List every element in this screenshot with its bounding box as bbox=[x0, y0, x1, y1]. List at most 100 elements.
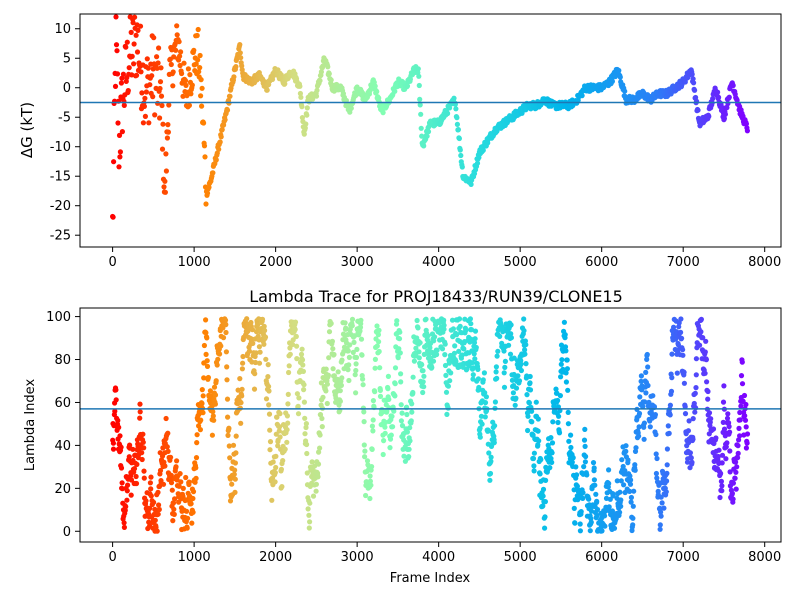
delta-g-point bbox=[218, 134, 224, 140]
delta-g-point bbox=[224, 107, 231, 113]
lambda-point bbox=[720, 419, 726, 425]
delta-g-point bbox=[159, 146, 166, 152]
delta-g-point bbox=[119, 129, 125, 135]
delta-g-point bbox=[161, 184, 167, 190]
lambda-point bbox=[653, 451, 659, 457]
lambda-point bbox=[224, 377, 230, 383]
delta-g-point bbox=[202, 154, 208, 160]
lambda-point bbox=[698, 329, 704, 335]
lambda-point bbox=[569, 459, 575, 465]
lambda-point bbox=[270, 459, 276, 465]
lambda-point bbox=[304, 470, 310, 476]
lambda-point bbox=[588, 519, 594, 525]
lambda-x-tick-label: 1000 bbox=[178, 550, 211, 565]
lambda-point bbox=[471, 340, 478, 346]
delta-g-point bbox=[180, 93, 186, 99]
lambda-point bbox=[679, 335, 685, 341]
lambda-point bbox=[549, 459, 555, 465]
lambda-point bbox=[594, 513, 600, 519]
lambda-point bbox=[560, 366, 566, 372]
lambda-point bbox=[420, 368, 426, 374]
lambda-point bbox=[319, 424, 325, 430]
lambda-point bbox=[512, 402, 518, 408]
delta-g-point bbox=[155, 60, 161, 66]
delta-g-point bbox=[239, 63, 245, 69]
lambda-point bbox=[360, 376, 366, 382]
lambda-point bbox=[447, 378, 453, 384]
delta-g-point bbox=[304, 105, 310, 111]
lambda-point bbox=[230, 442, 237, 448]
lambda-point bbox=[478, 413, 484, 419]
lambda-point bbox=[470, 365, 477, 371]
lambda-point bbox=[200, 393, 206, 399]
lambda-point bbox=[515, 373, 521, 379]
delta-g-point bbox=[174, 32, 180, 38]
lambda-point bbox=[302, 431, 308, 437]
lambda-point bbox=[449, 317, 456, 323]
lambda-point bbox=[592, 482, 598, 488]
lambda-point bbox=[471, 351, 477, 357]
lambda-point bbox=[387, 436, 394, 442]
lambda-point bbox=[487, 477, 493, 483]
lambda-point bbox=[133, 473, 139, 480]
lambda-point bbox=[513, 395, 519, 401]
delta-g-point bbox=[219, 127, 225, 133]
delta-g-point bbox=[145, 65, 151, 71]
lambda-x-tick-label: 7000 bbox=[667, 550, 700, 565]
lambda-point bbox=[263, 396, 270, 402]
delta-g-point bbox=[149, 73, 155, 79]
delta-g-point bbox=[162, 189, 168, 195]
lambda-point bbox=[669, 351, 675, 357]
lambda-point bbox=[723, 444, 729, 450]
lambda-point bbox=[416, 349, 422, 355]
lambda-point bbox=[362, 454, 368, 460]
lambda-point bbox=[638, 373, 645, 379]
lambda-point bbox=[337, 388, 343, 394]
lambda-point bbox=[204, 335, 210, 341]
delta-g-point bbox=[313, 93, 320, 99]
lambda-point bbox=[317, 412, 324, 418]
delta-g-point bbox=[111, 159, 117, 165]
lambda-point bbox=[305, 506, 311, 512]
lambda-point bbox=[211, 384, 218, 390]
lambda-point bbox=[421, 351, 427, 357]
lambda-point bbox=[577, 528, 584, 534]
lambda-point bbox=[358, 317, 364, 323]
lambda-point bbox=[204, 358, 210, 364]
lambda-point bbox=[421, 384, 427, 390]
lambda-point bbox=[251, 386, 258, 392]
delta-g-point bbox=[150, 94, 156, 100]
lambda-point bbox=[361, 409, 367, 415]
lambda-point bbox=[586, 496, 592, 502]
lambda-point bbox=[577, 521, 583, 527]
lambda-point bbox=[702, 370, 708, 376]
lambda-point bbox=[547, 465, 553, 471]
lambda-point bbox=[721, 383, 727, 389]
lambda-point bbox=[663, 489, 669, 495]
delta-g-point bbox=[113, 14, 119, 20]
delta-g-point bbox=[133, 32, 139, 38]
lambda-point bbox=[469, 360, 475, 366]
lambda-point bbox=[565, 421, 572, 427]
lambda-point bbox=[652, 412, 659, 418]
delta-g-point bbox=[416, 82, 422, 89]
lambda-panel: Lambda Trace for PROJ18433/RUN39/CLONE15… bbox=[23, 287, 782, 586]
lambda-point bbox=[664, 478, 670, 484]
lambda-point bbox=[232, 467, 238, 473]
lambda-point bbox=[395, 355, 401, 361]
lambda-point bbox=[582, 459, 589, 465]
delta-g-point bbox=[197, 52, 203, 59]
lambda-point bbox=[137, 415, 143, 421]
lambda-point bbox=[140, 439, 146, 445]
lambda-points bbox=[110, 316, 751, 534]
lambda-point bbox=[468, 336, 474, 342]
lambda-point bbox=[301, 382, 307, 388]
lambda-point bbox=[531, 468, 537, 474]
lambda-point bbox=[630, 515, 636, 521]
lambda-point bbox=[352, 372, 358, 378]
delta-g-point bbox=[480, 147, 486, 153]
lambda-point bbox=[676, 324, 682, 330]
lambda-point bbox=[602, 513, 608, 519]
delta-g-point bbox=[138, 69, 144, 75]
lambda-point bbox=[472, 336, 478, 342]
